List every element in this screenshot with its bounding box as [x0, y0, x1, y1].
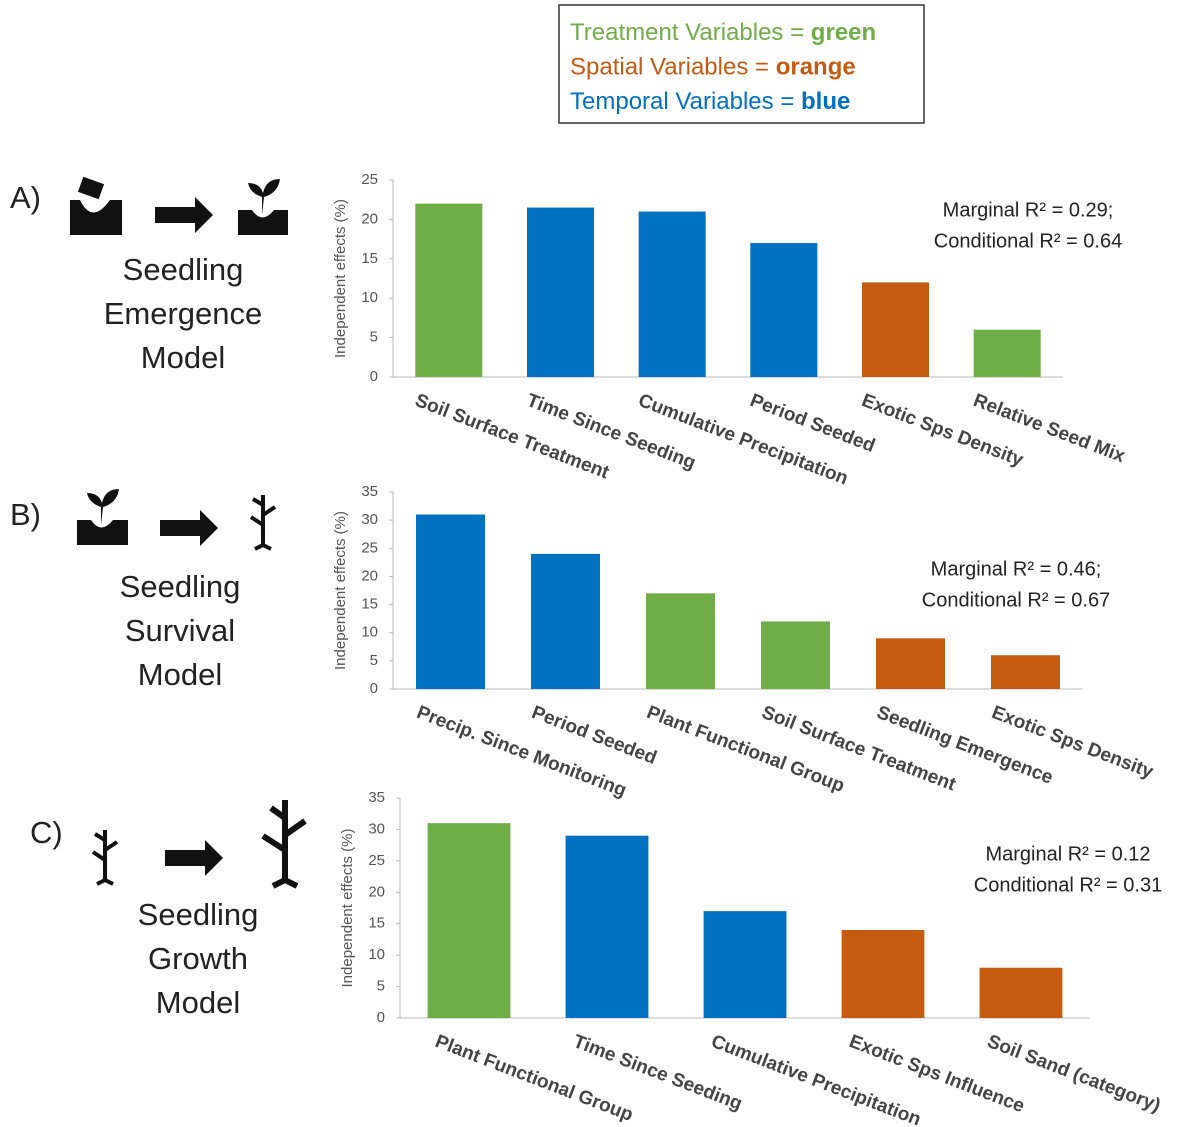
- sprout-icon: [87, 489, 119, 525]
- y-axis-label: Independent effects (%): [332, 199, 349, 358]
- icon-group: [70, 176, 307, 889]
- bar: [761, 621, 830, 689]
- y-tick-label: 5: [370, 652, 378, 669]
- bar: [527, 207, 594, 377]
- y-tick-label: 20: [361, 210, 378, 227]
- x-tick-label: Soil Surface Treatment: [759, 702, 959, 796]
- legend-color-word: orange: [776, 54, 856, 81]
- bar: [638, 211, 706, 377]
- bar: [703, 911, 787, 1018]
- legend-text: Temporal Variables =: [570, 88, 801, 115]
- x-tick-label: Soil Surface Treatment: [412, 390, 612, 484]
- arrow-icon: [155, 197, 213, 233]
- plant-icon: [261, 800, 307, 889]
- bar: [427, 823, 511, 1018]
- legend-box: [558, 4, 925, 124]
- r2-annotation: Marginal R² = 0.46;: [931, 558, 1102, 580]
- y-tick-label: 5: [377, 978, 385, 995]
- model-title: Seedling: [120, 569, 241, 604]
- legend-entry: Spatial Variables = orange: [570, 54, 856, 81]
- r2-annotation: Marginal R² = 0.29;: [943, 199, 1114, 221]
- arrow-icon: [160, 510, 218, 546]
- bar: [841, 930, 925, 1018]
- panel-label: C): [30, 815, 63, 850]
- y-tick-label: 10: [368, 946, 385, 963]
- model-title: Seedling: [138, 897, 259, 932]
- legend-entry: Temporal Variables = blue: [570, 88, 850, 115]
- seed-bag-icon: [77, 176, 105, 200]
- y-tick-label: 25: [368, 852, 385, 869]
- legend-text: Spatial Variables =: [570, 54, 776, 81]
- plant-icon: [91, 830, 119, 886]
- y-tick-label: 10: [361, 624, 378, 641]
- panel-label: A): [10, 180, 41, 215]
- y-tick-label: 0: [370, 368, 378, 385]
- bar: [531, 553, 600, 689]
- y-tick-label: 15: [368, 915, 385, 932]
- soil-icon: [70, 200, 122, 235]
- y-tick-label: 35: [361, 483, 378, 500]
- y-tick-label: 30: [368, 820, 385, 837]
- r2-annotation: Marginal R² = 0.12: [985, 843, 1150, 865]
- bar: [979, 967, 1063, 1018]
- bar: [565, 835, 649, 1018]
- soil-icon: [77, 520, 128, 545]
- model-title: Growth: [148, 941, 248, 976]
- bar: [973, 329, 1041, 377]
- model-title: Model: [141, 340, 225, 375]
- y-tick-label: 5: [370, 329, 378, 346]
- legend-color-word: blue: [801, 88, 850, 115]
- legend-text: Treatment Variables =: [570, 19, 811, 46]
- bar: [646, 593, 715, 689]
- y-tick-label: 25: [361, 539, 378, 556]
- bar: [991, 655, 1060, 689]
- y-axis-label: Independent effects (%): [332, 511, 349, 670]
- y-tick-label: 25: [361, 171, 378, 188]
- legend-entry: Treatment Variables = green: [570, 19, 876, 46]
- y-tick-label: 15: [361, 250, 378, 267]
- bar: [750, 243, 818, 377]
- r2-annotation: Conditional R² = 0.64: [934, 230, 1122, 252]
- panel-label: B): [10, 497, 41, 532]
- model-title: Emergence: [104, 296, 263, 331]
- x-tick-label: Precip. Since Monitoring: [414, 702, 629, 801]
- y-tick-label: 10: [361, 289, 378, 306]
- arrow-icon: [165, 840, 223, 876]
- r2-annotation: Conditional R² = 0.67: [922, 589, 1110, 611]
- y-tick-label: 20: [361, 567, 378, 584]
- bar: [415, 203, 483, 377]
- x-tick-label: Cumulative Precipitation: [635, 390, 851, 489]
- plant-icon: [249, 495, 277, 551]
- y-tick-label: 15: [361, 596, 378, 613]
- y-tick-label: 20: [368, 883, 385, 900]
- bar: [416, 514, 485, 689]
- model-title: Survival: [125, 613, 235, 648]
- y-axis-label: Independent effects (%): [339, 829, 356, 988]
- bar: [876, 638, 945, 689]
- sprout-icon: [248, 179, 280, 215]
- y-tick-label: 0: [377, 1009, 385, 1026]
- bar: [862, 282, 929, 377]
- y-tick-label: 30: [361, 511, 378, 528]
- model-title: Seedling: [123, 252, 244, 287]
- soil-icon: [238, 210, 288, 235]
- legend-color-word: green: [811, 19, 876, 46]
- y-tick-label: 0: [370, 680, 378, 697]
- model-title: Model: [138, 657, 222, 692]
- y-tick-label: 35: [368, 789, 385, 806]
- model-title: Model: [156, 985, 240, 1020]
- r2-annotation: Conditional R² = 0.31: [974, 874, 1162, 896]
- x-tick-label: Plant Functional Group: [644, 702, 848, 797]
